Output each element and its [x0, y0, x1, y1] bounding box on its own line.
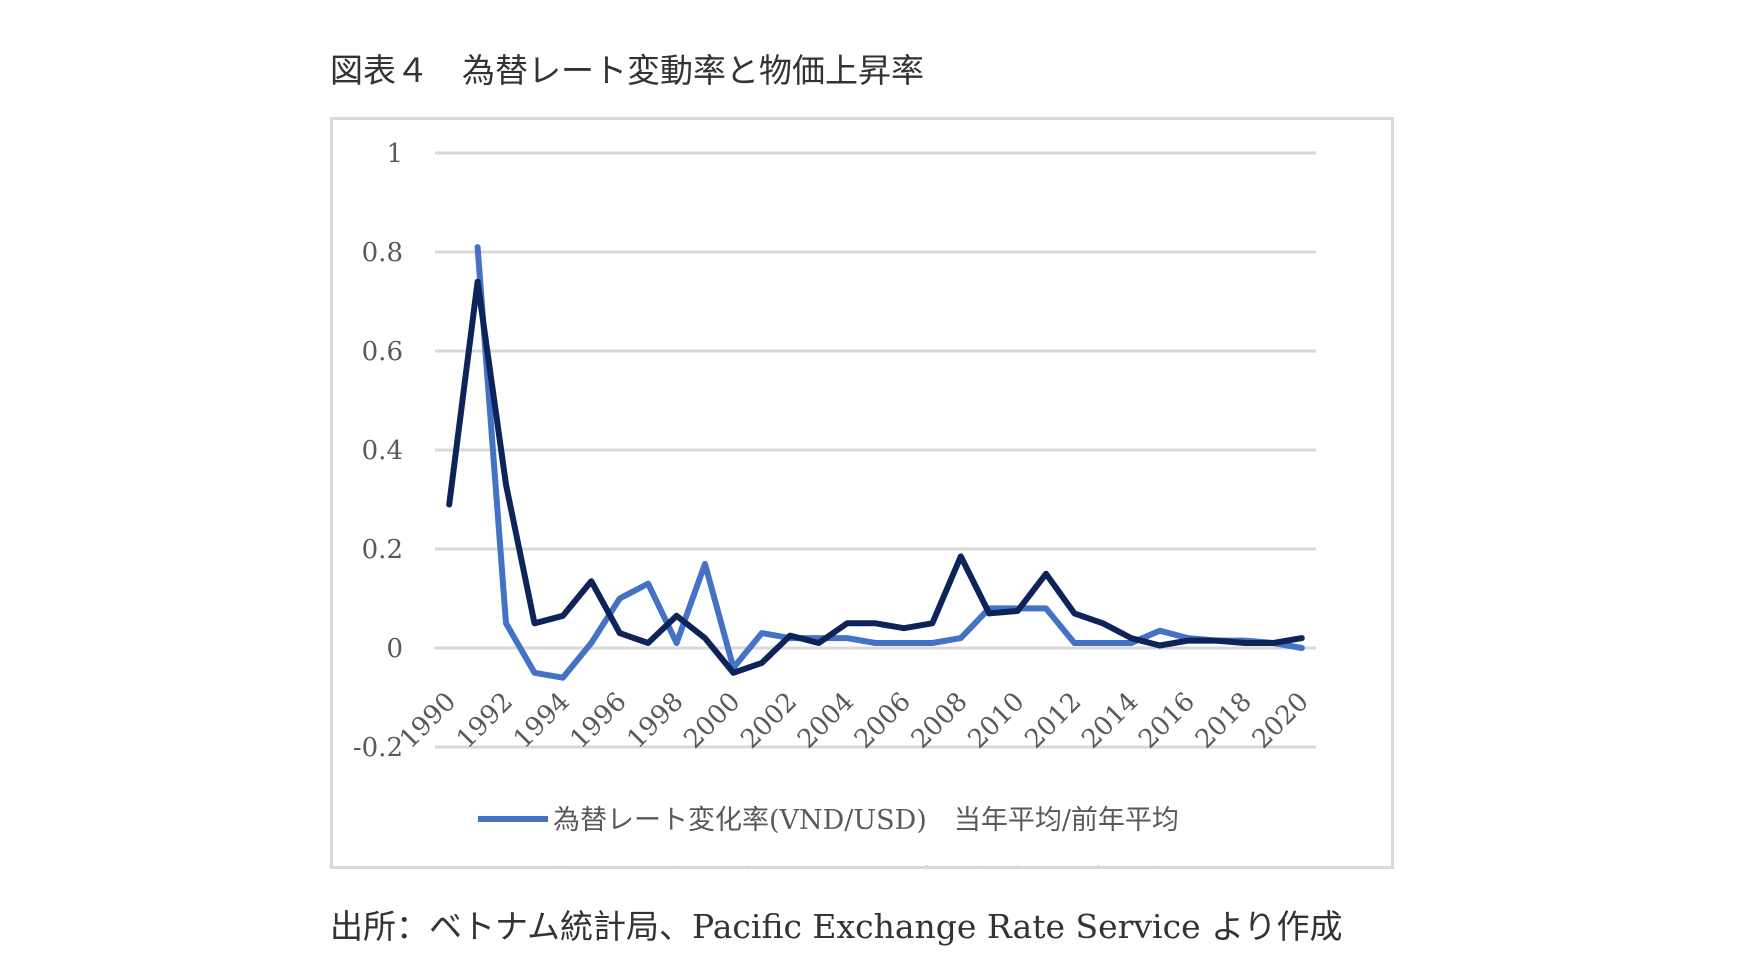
y-tick-label: 0.2 — [362, 535, 403, 565]
figure-title: 図表４ 為替レート変動率と物価上昇率 — [330, 51, 924, 90]
y-tick-label: 0.8 — [362, 238, 403, 268]
y-axis-tick-labels: -0.2 0 0.2 0.4 0.6 0.8 1 — [353, 139, 403, 763]
x-tick-label: 1996 — [565, 687, 633, 755]
x-axis-tick-labels: 1990199219941996199820002002200420062008… — [394, 687, 1315, 755]
x-tick-label: 2018 — [1190, 687, 1258, 755]
x-tick-label: 1992 — [451, 687, 519, 755]
x-tick-label: 2016 — [1133, 687, 1201, 755]
x-tick-label: 2014 — [1076, 687, 1144, 755]
line-chart: -0.200.20.40.60.81 199019921994199619982… — [353, 139, 1316, 866]
x-tick-label: 2002 — [735, 687, 803, 755]
x-tick-label: 2004 — [792, 687, 860, 755]
y-tick-label: 0.4 — [362, 436, 403, 466]
series-line-1 — [474, 244, 1305, 681]
x-tick-label: 2008 — [906, 687, 974, 755]
x-tick-label: 2000 — [678, 687, 746, 755]
legend-label: 物価上昇率の比較(ベトナムの変動率/米国の変動率) — [553, 865, 1176, 866]
x-tick-label: 2010 — [963, 687, 1031, 755]
x-tick-label: 1994 — [508, 687, 576, 755]
y-tick-label: -0.2 — [353, 733, 403, 763]
x-tick-label: 1990 — [394, 687, 462, 755]
y-tick-label: 0 — [386, 634, 403, 664]
chart-frame: -0.2 0 0.2 0.4 0.6 0.8 1 1990 1992 1994 1996 1998 2… — [330, 117, 1394, 869]
x-tick-label: 2020 — [1247, 687, 1315, 755]
x-tick-label: 2012 — [1019, 687, 1087, 755]
y-tick-label: 0.6 — [362, 337, 403, 367]
legend-label: 為替レート変化率(VND/USD) 当年平均/前年平均 — [553, 805, 1179, 836]
series-line-2 — [446, 278, 1305, 676]
y-tick-label: 1 — [386, 139, 403, 169]
x-tick-label: 1998 — [622, 687, 690, 755]
source-note: 出所：ベトナム統計局、Pacific Exchange Rate Service… — [330, 907, 1343, 946]
gridlines — [435, 151, 1316, 749]
x-tick-label: 2006 — [849, 687, 917, 755]
legend: 為替レート変化率(VND/USD) 当年平均/前年平均物価上昇率の比較(ベトナム… — [478, 805, 1179, 866]
series-lines — [446, 244, 1305, 681]
